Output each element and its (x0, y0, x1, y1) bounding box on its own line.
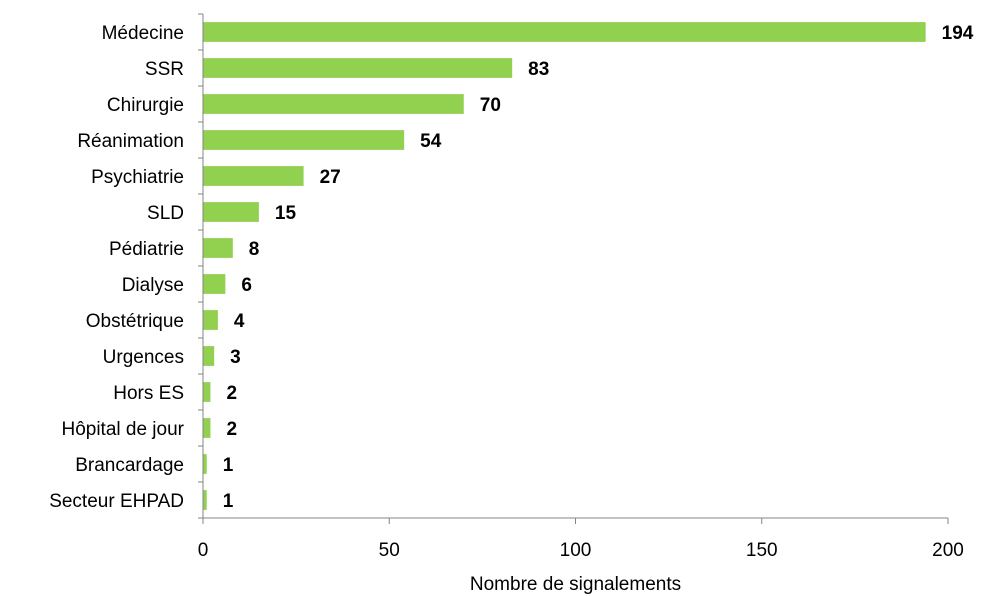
bar-12 (203, 454, 207, 474)
value-label: 194 (942, 23, 974, 44)
category-label: Secteur EHPAD (49, 491, 184, 512)
value-label: 4 (234, 311, 245, 332)
value-label: 3 (230, 347, 241, 368)
value-label: 1 (223, 455, 234, 476)
bar-4 (203, 166, 304, 186)
x-tick-label: 150 (746, 540, 778, 561)
bar-13 (203, 490, 207, 510)
category-label: Médecine (102, 23, 184, 44)
category-label: Dialyse (122, 275, 184, 296)
bar-11 (203, 418, 211, 438)
category-label: Chirurgie (107, 95, 184, 116)
category-label: SLD (147, 203, 184, 224)
value-label: 2 (226, 419, 237, 440)
value-label: 70 (480, 95, 501, 116)
value-label: 27 (320, 167, 341, 188)
x-tick-label: 200 (932, 540, 964, 561)
value-label: 1 (223, 491, 234, 512)
bar-7 (203, 274, 226, 294)
category-label: Psychiatrie (91, 167, 184, 188)
category-label: Brancardage (75, 455, 184, 476)
bar-9 (203, 346, 215, 366)
x-tick-label: 0 (198, 540, 209, 561)
bar-0 (203, 22, 926, 42)
x-tick-label: 100 (560, 540, 592, 561)
bars-layer (203, 22, 926, 510)
category-label: Pédiatrie (109, 239, 184, 260)
value-label: 6 (241, 275, 252, 296)
category-label: Hôpital de jour (61, 419, 184, 440)
category-label: Urgences (103, 347, 184, 368)
bar-10 (203, 382, 211, 402)
value-label: 8 (249, 239, 260, 260)
bar-5 (203, 202, 259, 222)
value-label: 54 (420, 131, 442, 152)
value-label: 2 (226, 383, 237, 404)
bar-3 (203, 130, 405, 150)
x-tick-label: 50 (379, 540, 400, 561)
bar-6 (203, 238, 233, 258)
bar-2 (203, 94, 464, 114)
category-label: Réanimation (77, 131, 184, 152)
x-axis-title: Nombre de signalements (470, 574, 681, 595)
category-label: Obstétrique (86, 311, 184, 332)
value-label: 15 (275, 203, 297, 224)
category-label: Hors ES (113, 383, 184, 404)
value-label: 83 (528, 59, 549, 80)
category-label: SSR (145, 59, 184, 80)
bar-8 (203, 310, 218, 330)
bar-1 (203, 58, 513, 78)
